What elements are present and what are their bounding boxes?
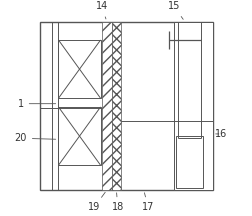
Text: 14: 14 (95, 2, 107, 19)
Bar (175, 136, 202, 188)
Text: 18: 18 (111, 193, 123, 212)
Bar (101, 22, 112, 190)
Text: 17: 17 (141, 193, 154, 212)
Bar (173, 22, 212, 190)
Text: 16: 16 (214, 129, 227, 139)
Text: 19: 19 (88, 192, 105, 212)
Text: 1: 1 (18, 99, 55, 109)
Text: 15: 15 (167, 2, 182, 19)
Bar (112, 22, 120, 190)
Text: 20: 20 (14, 133, 55, 143)
Bar (58, 107, 100, 165)
Bar (40, 22, 212, 190)
Bar (58, 40, 100, 98)
